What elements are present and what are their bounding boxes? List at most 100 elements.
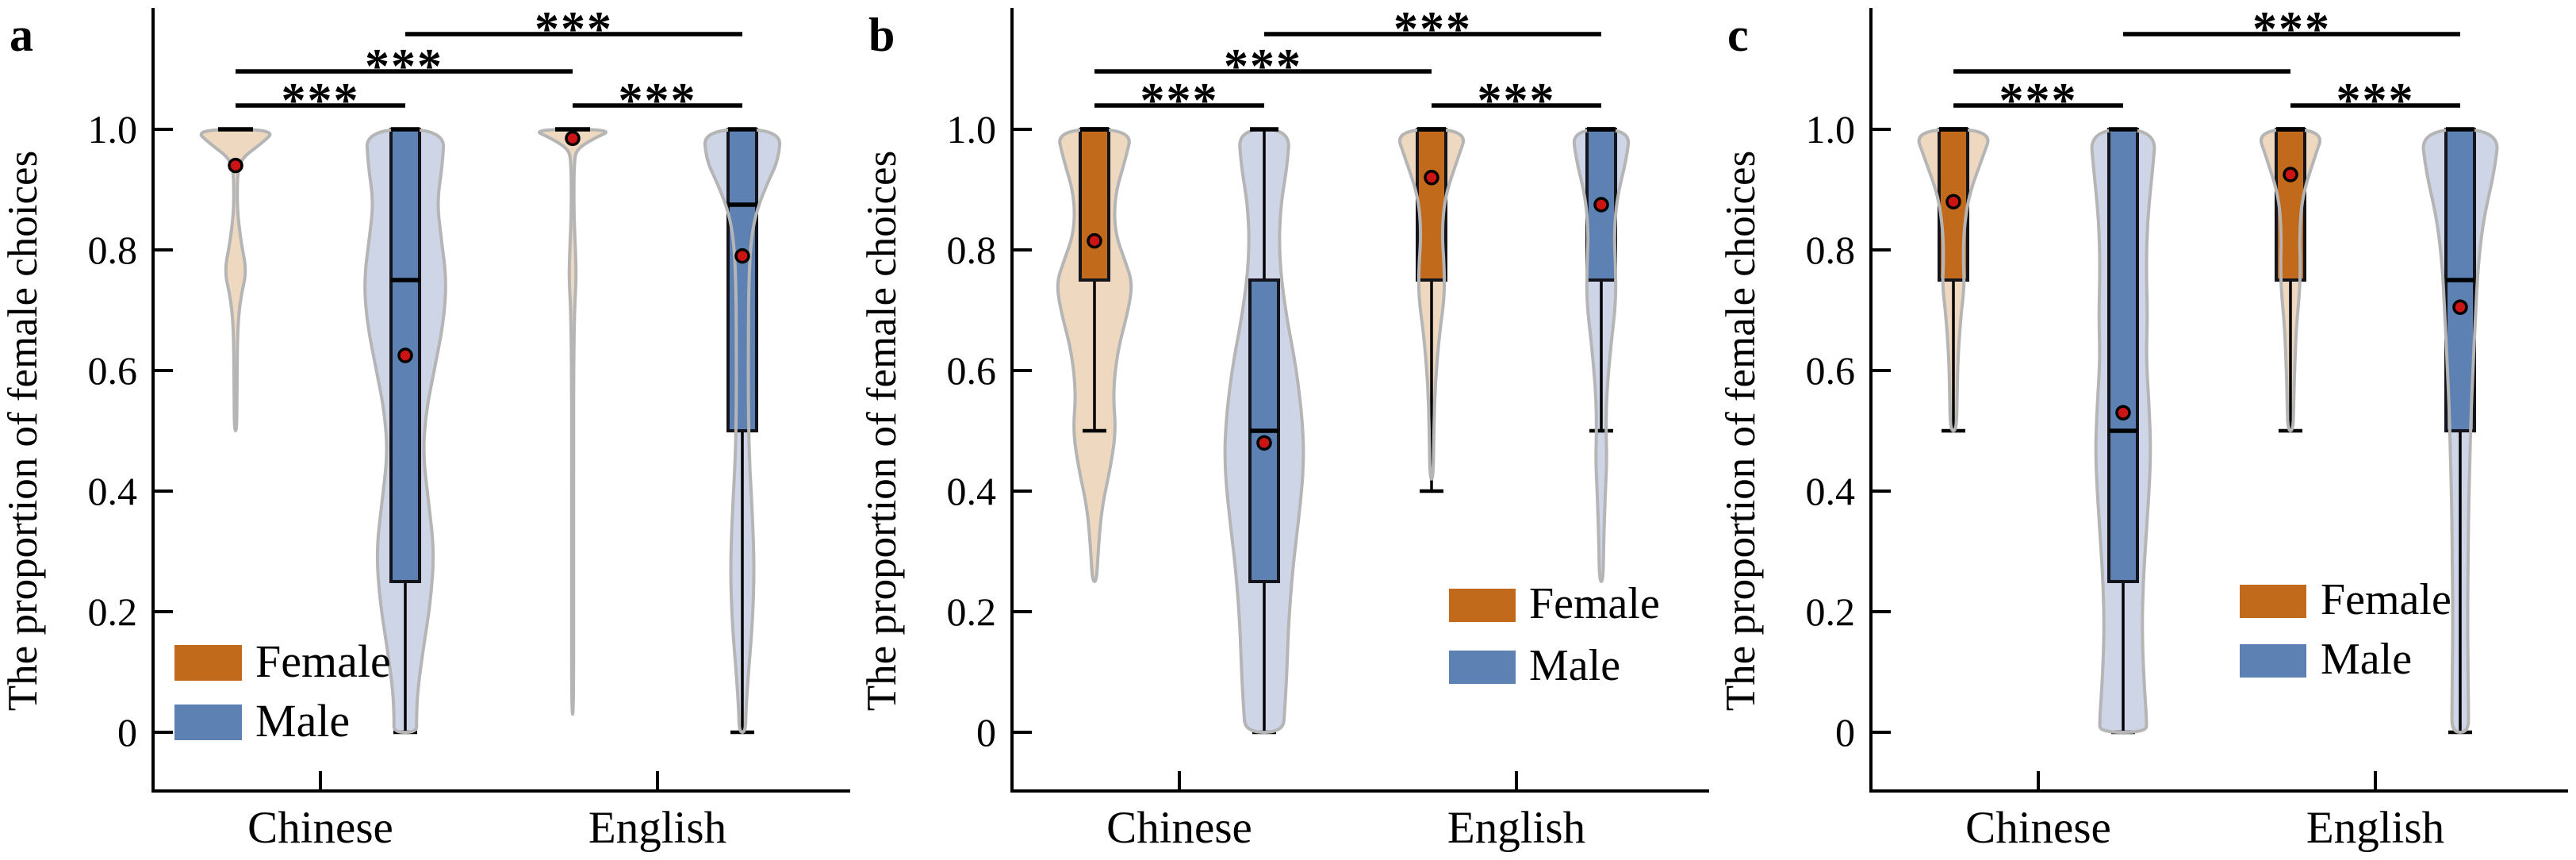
legend-label-male: Male <box>255 695 350 747</box>
mean-dot <box>1424 170 1439 186</box>
box <box>2107 128 2139 583</box>
significance-label: *** <box>1140 74 1219 128</box>
legend-swatch-male <box>1449 651 1516 684</box>
violin-group-chinese-female <box>199 127 272 432</box>
panel-a: 1.0 0.8 0.6 0.4 0.2 0 Chinese English The propor… <box>0 2 850 853</box>
violin-group-english-female <box>2260 127 2321 433</box>
significance-label: *** <box>282 74 360 128</box>
mean-dot <box>1087 232 1102 249</box>
y-tick-label: 0.6 <box>1806 348 1856 393</box>
box <box>726 128 758 432</box>
legend-swatch-female <box>174 645 242 681</box>
mean-dot <box>2283 167 2298 182</box>
x-tick-label: Chinese <box>1965 803 2111 853</box>
violin-group-chinese-male <box>363 127 447 735</box>
y-axis-label: The proportion of female choices <box>0 151 46 711</box>
legend-label-female: Female <box>2321 575 2451 624</box>
panel-c: 1.0 0.8 0.6 0.4 0.2 0 Chinese English The propor… <box>1718 2 2568 853</box>
significance-label: *** <box>2336 74 2415 128</box>
y-axis-label: The proportion of female choices <box>1718 151 1764 711</box>
violin-outline <box>1397 128 1466 481</box>
violin-group-english-male <box>703 127 782 735</box>
violin-outline <box>1572 128 1631 583</box>
x-tick-label: Chinese <box>1106 803 1252 853</box>
legend-swatch-male <box>2240 644 2306 678</box>
y-tick-label: 0 <box>1835 710 1855 754</box>
mean-dot <box>734 248 750 264</box>
y-tick-label: 0.4 <box>947 469 997 513</box>
legend-swatch-male <box>174 705 242 740</box>
y-tick-label: 0 <box>117 710 137 754</box>
violin-group-chinese-male <box>1223 127 1305 735</box>
mean-dot <box>1945 194 1961 209</box>
box <box>1079 128 1110 282</box>
y-tick-label: 0.2 <box>1806 589 1856 634</box>
legend-label-male: Male <box>1529 641 1620 690</box>
significance-label: *** <box>619 74 697 128</box>
violin-outline <box>538 128 608 716</box>
violin-group-english-male <box>2421 127 2499 735</box>
y-tick-label: 1.0 <box>1806 107 1856 152</box>
axes-spines <box>151 8 850 793</box>
violin-group-english-female <box>1397 127 1466 493</box>
violin-group-chinese-male <box>2090 127 2156 735</box>
panel-letter: c <box>1727 9 1749 61</box>
y-axis-label: The proportion of female choices <box>859 151 905 711</box>
y-tick-label: 0.8 <box>947 228 997 272</box>
mean-dot <box>2115 405 2131 420</box>
x-tick-label: English <box>588 803 726 853</box>
legend-label-male: Male <box>2321 635 2412 684</box>
y-tick-label: 0.6 <box>947 348 997 393</box>
legend-label-female: Female <box>1529 579 1660 628</box>
violin-outline <box>1056 128 1133 583</box>
significance-label: *** <box>1224 40 1302 94</box>
legend-swatch-female <box>2240 585 2306 618</box>
x-tick-label: Chinese <box>247 803 393 853</box>
significance-label: *** <box>1393 2 1472 56</box>
x-tick-label: English <box>2306 803 2444 853</box>
violin-outline <box>2421 128 2499 734</box>
violin-outline <box>1223 128 1305 734</box>
axes-spines <box>1010 8 1709 793</box>
legend: Female Male <box>1449 579 1660 690</box>
legend: Female Male <box>174 635 391 747</box>
violin-group-chinese-female <box>1917 127 1990 433</box>
significance-label: *** <box>365 40 443 94</box>
mean-dot <box>228 157 243 174</box>
legend-swatch-female <box>1449 589 1516 622</box>
y-tick-label: 0.2 <box>947 589 997 634</box>
significance-label: *** <box>1999 74 2078 128</box>
legend: Female Male <box>2240 575 2451 684</box>
significance-label: *** <box>535 2 613 56</box>
y-tick-label: 0.8 <box>88 228 138 272</box>
panel-letter: b <box>868 9 895 61</box>
violin-fill <box>201 129 270 431</box>
mean-dot <box>397 347 413 363</box>
violin-outline <box>2260 128 2321 432</box>
panel-letter: a <box>10 9 33 61</box>
x-tick-label: English <box>1447 803 1585 853</box>
significance-label: *** <box>1478 74 1556 128</box>
violin-outline <box>703 128 782 734</box>
legend-label-female: Female <box>255 635 391 687</box>
panel-b: 1.0 0.8 0.6 0.4 0.2 0 Chinese English The propor… <box>859 2 1709 853</box>
y-tick-label: 1.0 <box>947 107 997 152</box>
significance-label: *** <box>2252 2 2331 56</box>
violin-outline <box>2090 128 2156 734</box>
violin-group-chinese-female <box>1056 127 1133 583</box>
mean-dot <box>565 130 581 147</box>
violin-group-english-male <box>1572 127 1631 583</box>
mean-dot <box>2452 299 2468 315</box>
y-tick-label: 0.2 <box>88 589 138 634</box>
violin-outline <box>363 128 447 734</box>
violin-group-english-female <box>538 127 608 716</box>
y-tick-label: 0.4 <box>1806 469 1856 513</box>
mean-dot <box>1256 435 1272 451</box>
violin-outline <box>1917 128 1990 432</box>
y-tick-label: 0.4 <box>88 469 138 513</box>
y-tick-label: 1.0 <box>88 107 138 152</box>
y-tick-label: 0 <box>976 710 996 754</box>
mean-dot <box>1593 197 1609 213</box>
